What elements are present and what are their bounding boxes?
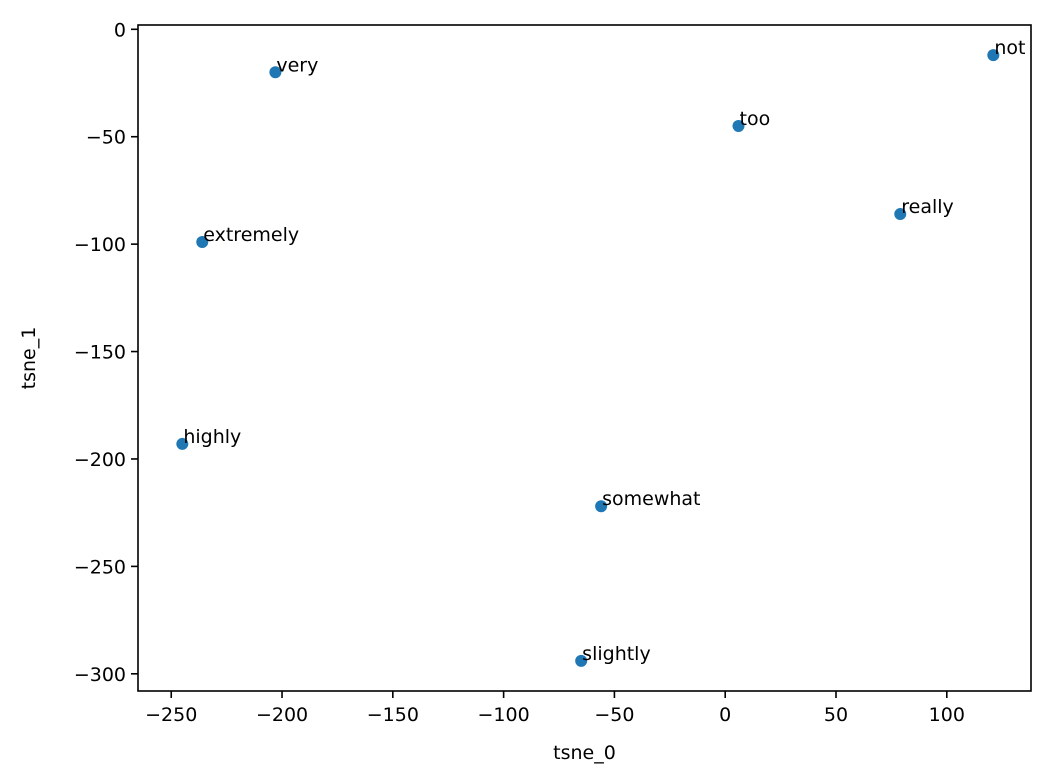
y-tick-label: −200 bbox=[74, 449, 126, 471]
data-point bbox=[894, 208, 907, 221]
data-point-label: slightly bbox=[582, 643, 651, 665]
x-axis-label: tsne_0 bbox=[553, 742, 616, 764]
x-tick-label: 0 bbox=[719, 704, 731, 726]
data-point bbox=[987, 49, 1000, 62]
x-tick-label: 50 bbox=[824, 704, 848, 726]
y-axis-label: tsne_1 bbox=[18, 327, 40, 390]
y-axis-ticks: 0 −50 −100 −150 −200 −250 −300 bbox=[74, 19, 138, 686]
x-tick-label: −200 bbox=[256, 704, 308, 726]
data-point bbox=[575, 654, 588, 667]
data-point bbox=[196, 235, 209, 248]
data-point-label: highly bbox=[183, 426, 241, 448]
y-tick-label: −50 bbox=[86, 127, 126, 149]
data-point-label: not bbox=[994, 37, 1025, 59]
data-point-label: very bbox=[276, 54, 318, 76]
y-tick-label: −100 bbox=[74, 234, 126, 256]
y-tick-label: −300 bbox=[74, 664, 126, 686]
x-tick-label: −100 bbox=[478, 704, 530, 726]
x-tick-label: −150 bbox=[367, 704, 419, 726]
data-point bbox=[176, 437, 189, 450]
data-point-label: extremely bbox=[203, 224, 299, 246]
data-point-label: too bbox=[740, 108, 771, 130]
data-point bbox=[269, 66, 282, 79]
axes-frame bbox=[137, 24, 1032, 692]
data-point-label: somewhat bbox=[602, 488, 700, 510]
data-point bbox=[595, 500, 608, 513]
x-tick-label: 100 bbox=[929, 704, 965, 726]
y-tick-label: −150 bbox=[74, 342, 126, 364]
data-point bbox=[732, 119, 745, 132]
x-axis-ticks: −250 −200 −150 −100 −50 0 50 100 bbox=[145, 691, 965, 726]
x-tick-label: −50 bbox=[594, 704, 634, 726]
y-tick-label: 0 bbox=[114, 19, 126, 41]
data-point-label: really bbox=[901, 196, 954, 218]
x-tick-label: −250 bbox=[145, 704, 197, 726]
plot-area: very not too really extremely highly somewhat s… bbox=[176, 37, 1025, 667]
y-tick-label: −250 bbox=[74, 556, 126, 578]
